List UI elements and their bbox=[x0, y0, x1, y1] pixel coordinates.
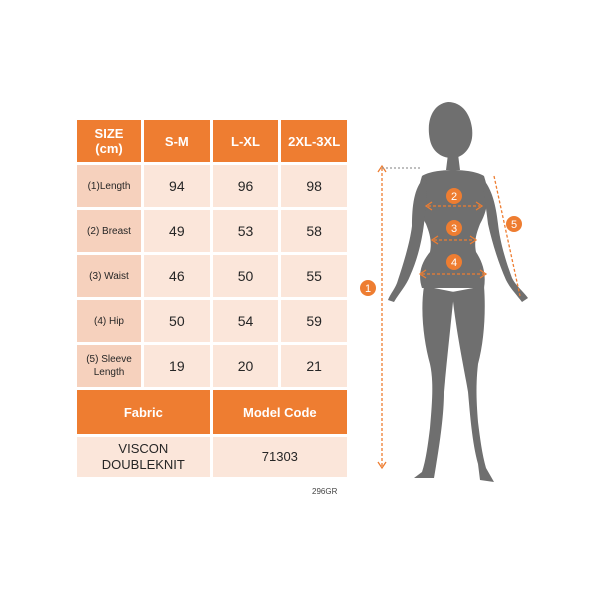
model-code-value: 71303 bbox=[212, 437, 347, 477]
fabric-text: VISCON bbox=[118, 441, 169, 456]
table-row: (1)Length 94 96 98 bbox=[77, 165, 347, 207]
measurement-value: 20 bbox=[212, 345, 279, 387]
measurement-value: 50 bbox=[144, 300, 210, 342]
measurement-value: 53 bbox=[212, 210, 279, 252]
marker-1-icon bbox=[360, 280, 376, 296]
model-code-header: Model Code bbox=[212, 390, 347, 434]
size-unit-header: SIZE (cm) bbox=[77, 120, 141, 162]
fabric-header: Fabric bbox=[77, 390, 210, 434]
size-column-header: S-M bbox=[144, 120, 210, 162]
label-text: (3) Waist bbox=[89, 270, 129, 282]
label-text: (1)Length bbox=[87, 180, 131, 192]
marker-5-label: 5 bbox=[511, 219, 517, 231]
marker-4-icon bbox=[446, 254, 462, 270]
measurement-value: 46 bbox=[144, 255, 210, 297]
fabric-header-row: Fabric Model Code bbox=[77, 390, 347, 434]
measurement-value: 98 bbox=[281, 165, 347, 207]
measurement-label: (5) Sleeve Length bbox=[77, 345, 141, 387]
marker-4-label: 4 bbox=[451, 257, 457, 269]
size-chart-table: SIZE (cm) S-M L-XL 2XL-3XL (1)Length 94 … bbox=[74, 117, 350, 480]
marker-3-label: 3 bbox=[451, 223, 457, 235]
size-column-header: L-XL bbox=[212, 120, 279, 162]
measurement-value: 21 bbox=[281, 345, 347, 387]
marker-1-label: 1 bbox=[365, 283, 371, 295]
measurement-value: 96 bbox=[212, 165, 279, 207]
table-row: (4) Hip 50 54 59 bbox=[77, 300, 347, 342]
fabric-row: VISCON DOUBLEKNIT 71303 bbox=[77, 437, 347, 477]
size-header-label: SIZE bbox=[94, 126, 124, 141]
label-text: (5) Sleeve bbox=[86, 354, 132, 365]
measurement-value: 50 bbox=[212, 255, 279, 297]
measurement-value: 54 bbox=[212, 300, 279, 342]
table-row: (5) Sleeve Length 19 20 21 bbox=[77, 345, 347, 387]
measurement-value: 58 bbox=[281, 210, 347, 252]
fabric-text: DOUBLEKNIT bbox=[101, 457, 185, 472]
silhouette-icon bbox=[388, 102, 528, 482]
body-silhouette-figure: 1 2 3 4 5 bbox=[360, 102, 528, 482]
marker-2-label: 2 bbox=[451, 191, 457, 203]
measurement-label: (2) Breast bbox=[77, 210, 141, 252]
measurement-value: 49 bbox=[144, 210, 210, 252]
label-text: Length bbox=[93, 367, 125, 378]
marker-3-icon bbox=[446, 220, 462, 236]
measurement-label: (4) Hip bbox=[77, 300, 141, 342]
measurement-label: (3) Waist bbox=[77, 255, 141, 297]
unit-header-label: (cm) bbox=[95, 141, 123, 156]
table-row: (2) Breast 49 53 58 bbox=[77, 210, 347, 252]
size-column-header: 2XL-3XL bbox=[281, 120, 347, 162]
measurement-value: 59 bbox=[281, 300, 347, 342]
fabric-value: VISCON DOUBLEKNIT bbox=[77, 437, 210, 477]
measurement-value: 19 bbox=[144, 345, 210, 387]
measurement-markers: 1 2 3 4 5 bbox=[360, 188, 522, 296]
marker-2-icon bbox=[446, 188, 462, 204]
marker-5-icon bbox=[506, 216, 522, 232]
measurement-value: 94 bbox=[144, 165, 210, 207]
table-row: (3) Waist 46 50 55 bbox=[77, 255, 347, 297]
measurement-value: 55 bbox=[281, 255, 347, 297]
label-text: (4) Hip bbox=[93, 315, 124, 327]
label-text: (2) Breast bbox=[87, 225, 131, 237]
measurement-lines bbox=[377, 164, 521, 470]
product-code: 296GR bbox=[312, 487, 338, 496]
measurement-label: (1)Length bbox=[77, 165, 141, 207]
size-header-row: SIZE (cm) S-M L-XL 2XL-3XL bbox=[77, 120, 347, 162]
